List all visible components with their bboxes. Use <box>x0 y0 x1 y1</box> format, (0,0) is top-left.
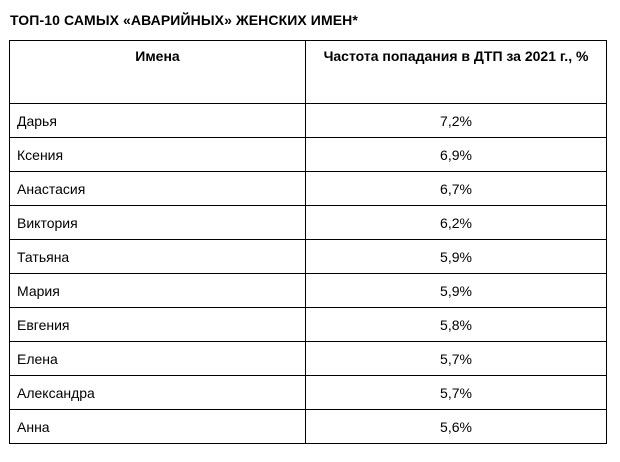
cell-frequency: 5,7% <box>305 375 607 410</box>
cell-name: Елена <box>9 341 306 376</box>
cell-frequency: 5,6% <box>305 409 607 444</box>
cell-name: Анастасия <box>9 171 306 206</box>
cell-name: Виктория <box>9 205 306 240</box>
cell-frequency: 5,9% <box>305 273 607 308</box>
header-row: Имена Частота попадания в ДТП за 2021 г.… <box>9 40 607 104</box>
cell-name: Ксения <box>9 137 306 172</box>
cell-frequency: 6,9% <box>305 137 607 172</box>
table-row: Татьяна 5,9% <box>9 239 607 274</box>
table-row: Мария 5,9% <box>9 273 607 308</box>
cell-frequency: 7,2% <box>305 103 607 138</box>
cell-name: Дарья <box>9 103 306 138</box>
table-row: Дарья 7,2% <box>9 103 607 138</box>
header-frequency: Частота попадания в ДТП за 2021 г., % <box>305 40 607 104</box>
header-names: Имена <box>9 40 306 104</box>
cell-name: Александра <box>9 375 306 410</box>
document-title: ТОП-10 САМЫХ «АВАРИЙНЫХ» ЖЕНСКИХ ИМЕН* <box>10 12 358 28</box>
names-table: Имена Частота попадания в ДТП за 2021 г.… <box>9 40 607 444</box>
cell-frequency: 6,2% <box>305 205 607 240</box>
cell-name: Татьяна <box>9 239 306 274</box>
table-row: Евгения 5,8% <box>9 307 607 342</box>
cell-frequency: 5,8% <box>305 307 607 342</box>
table-header: Имена Частота попадания в ДТП за 2021 г.… <box>9 40 607 104</box>
cell-frequency: 6,7% <box>305 171 607 206</box>
cell-frequency: 5,7% <box>305 341 607 376</box>
cell-name: Мария <box>9 273 306 308</box>
cell-frequency: 5,9% <box>305 239 607 274</box>
table-body: Дарья 7,2% Ксения 6,9% Анастасия 6,7% Ви… <box>9 103 607 444</box>
table-row: Елена 5,7% <box>9 341 607 376</box>
table-row: Виктория 6,2% <box>9 205 607 240</box>
cell-name: Анна <box>9 409 306 444</box>
table-row: Анна 5,6% <box>9 409 607 444</box>
cell-name: Евгения <box>9 307 306 342</box>
table-row: Александра 5,7% <box>9 375 607 410</box>
table-row: Ксения 6,9% <box>9 137 607 172</box>
table-row: Анастасия 6,7% <box>9 171 607 206</box>
